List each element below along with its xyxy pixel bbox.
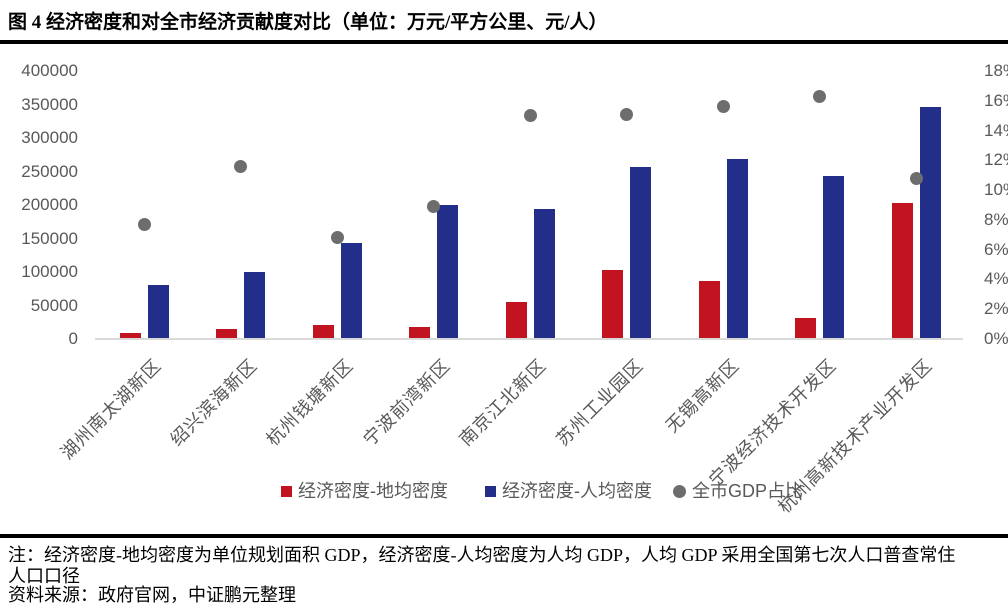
bar-per-capita-density (630, 166, 652, 339)
legend-dot-icon (673, 484, 686, 498)
bar-land-density (602, 269, 624, 339)
bar-per-capita-density (726, 158, 748, 339)
bar-land-density (312, 324, 334, 339)
gdp-share-dot (620, 107, 634, 121)
figure-note-line-2: 人口口径 (8, 566, 80, 586)
legend-label: 经济密度-人均密度 (502, 481, 652, 501)
x-axis-line (95, 338, 963, 340)
bar-per-capita-density (340, 243, 362, 339)
right-axis-tick-label: 6% (984, 239, 1008, 259)
bar-per-capita-density (823, 175, 845, 339)
bar-land-density (216, 328, 238, 339)
figure-source: 资料来源：政府官网，中证鹏元整理 (8, 585, 296, 605)
gdp-share-dot (427, 199, 441, 213)
legend-square-icon (485, 485, 496, 497)
x-axis-label: 无锡高新区 (662, 355, 744, 437)
bar-per-capita-density (244, 272, 266, 339)
gdp-share-dot (813, 89, 827, 103)
x-axis-label: 杭州钱塘新区 (262, 355, 358, 450)
legend-item-land-density: 经济密度-地均密度 (281, 482, 448, 500)
legend-label: 全市GDP占比 (692, 481, 804, 501)
bar-per-capita-density (919, 107, 941, 339)
left-axis-tick-label: 350000 (21, 94, 78, 114)
x-axis-label: 杭州高新技术产业开发区 (774, 355, 937, 517)
gdp-share-dot (234, 159, 248, 173)
legend-square-icon (281, 485, 292, 497)
x-axis-label: 绍兴滨海新区 (166, 355, 262, 450)
legend-label: 经济密度-地均密度 (298, 481, 448, 501)
left-axis-tick-label: 50000 (30, 295, 78, 315)
bar-land-density (891, 202, 913, 339)
x-axis-label: 苏州工业园区 (552, 355, 647, 450)
footer-divider (0, 534, 1008, 538)
left-axis-tick-label: 150000 (21, 228, 78, 248)
right-axis-tick-label: 16% (984, 90, 1008, 110)
gdp-share-dot (523, 109, 537, 123)
figure-note-line-1: 注：经济密度-地均密度为单位规划面积 GDP，经济密度-人均密度为人均 GDP，… (8, 545, 956, 565)
x-axis-label: 宁波经济技术开发区 (704, 355, 840, 491)
left-axis-tick-label: 100000 (21, 262, 78, 281)
left-axis-tick-label: 300000 (21, 128, 78, 147)
right-axis-tick-label: 14% (984, 120, 1008, 140)
bar-per-capita-density (148, 284, 169, 339)
gdp-share-dot (716, 100, 730, 114)
bar-per-capita-density (437, 205, 459, 339)
right-axis-tick-label: 4% (984, 269, 1008, 289)
bar-per-capita-density (533, 209, 555, 339)
x-axis-label: 宁波前湾新区 (359, 355, 454, 450)
legend-item-per-capita-density: 经济密度-人均密度 (485, 482, 652, 500)
left-axis-tick-label: 200000 (21, 195, 78, 214)
figure-title: 图 4 经济密度和对全市经济贡献度对比（单位：万元/平方公里、元/人） (8, 12, 608, 33)
x-axis-label: 湖州南太湖新区 (56, 355, 165, 464)
left-axis-tick-label: 0 (68, 329, 78, 348)
right-axis-tick-label: 2% (984, 299, 1008, 319)
bar-land-density (120, 332, 141, 339)
right-axis-tick-label: 8% (984, 209, 1008, 229)
left-axis-tick-label: 250000 (21, 161, 78, 181)
x-axis-label: 南京江北新区 (455, 355, 551, 450)
right-axis-tick-label: 12% (984, 150, 1008, 170)
right-axis-tick-label: 10% (984, 180, 1008, 200)
gdp-share-dot (330, 231, 344, 245)
bar-land-density (409, 326, 431, 339)
gdp-share-dot (909, 171, 923, 185)
right-axis-tick-label: 0% (984, 329, 1008, 348)
bar-land-density (505, 302, 527, 339)
title-divider (0, 40, 1008, 44)
bar-land-density (795, 317, 817, 339)
legend-item-gdp-share: 全市GDP占比 (673, 482, 803, 500)
bar-land-density (698, 280, 720, 339)
left-axis-tick-label: 400000 (21, 61, 78, 80)
right-axis-tick-label: 18% (984, 61, 1008, 80)
gdp-share-dot (138, 217, 151, 231)
